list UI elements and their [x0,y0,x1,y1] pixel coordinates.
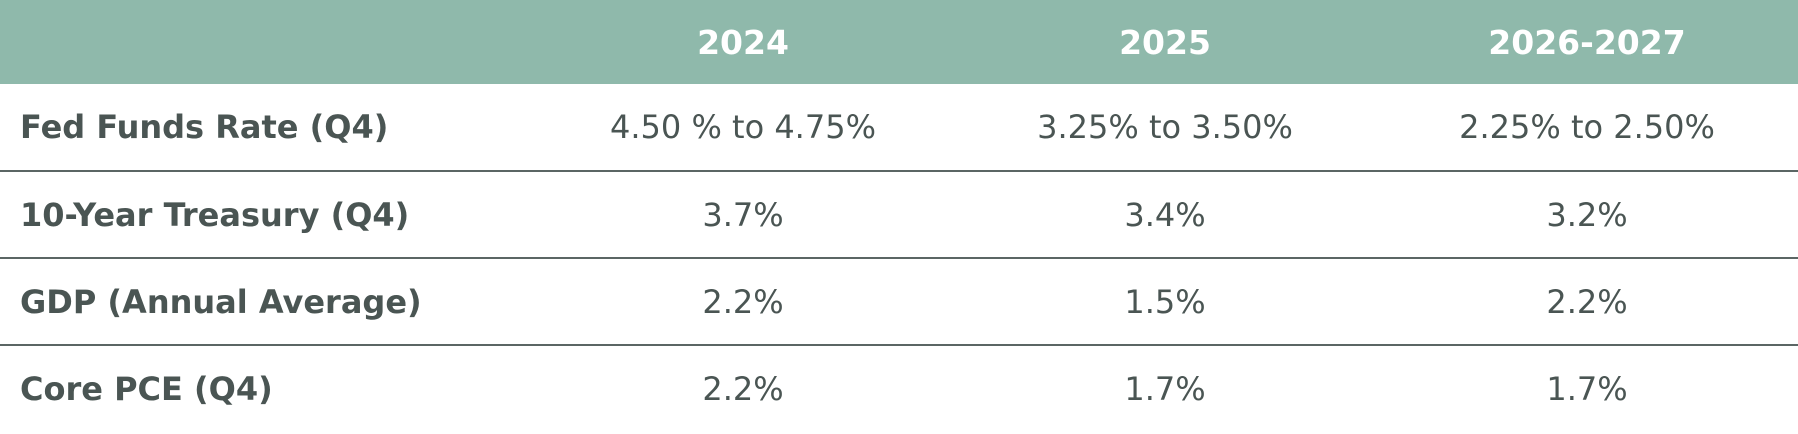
table-body: Fed Funds Rate (Q4) 4.50 % to 4.75% 3.25% … [0,84,1798,432]
cell-value: 2.2% [532,257,954,345]
cell-value: 3.4% [954,170,1376,258]
cell-value: 3.25% to 3.50% [1037,108,1293,146]
table-row: Core PCE (Q4) 2.2% 1.7% 1.7% [0,344,1798,432]
row-label: Fed Funds Rate (Q4) [20,108,389,146]
cell-value: 2.25% to 2.50% [1459,108,1715,146]
column-header: 2025 [1119,22,1211,62]
cell-value: 4.50 % to 4.75% [610,108,876,146]
cell-value: 3.2% [1376,170,1798,258]
row-label: 10-Year Treasury (Q4) [0,170,532,258]
cell-value: 1.7% [954,344,1376,432]
cell-value: 1.5% [954,257,1376,345]
row-label: GDP (Annual Average) [0,257,532,345]
column-header: 2024 [697,22,789,62]
column-header: 2026-2027 [1488,22,1686,62]
table-row: 10-Year Treasury (Q4) 3.7% 3.4% 3.2% [0,170,1798,258]
cell-value: 2.2% [1376,257,1798,345]
row-label: Core PCE (Q4) [0,344,532,432]
cell-value: 1.7% [1376,344,1798,432]
header-row: 2024 2025 2026-2027 [0,0,1798,84]
table-header: 2024 2025 2026-2027 [0,0,1798,84]
table-row: Fed Funds Rate (Q4) 4.50 % to 4.75% 3.25% … [0,84,1798,171]
cell-value: 2.2% [532,344,954,432]
header-corner [0,0,532,84]
table-row: GDP (Annual Average) 2.2% 1.5% 2.2% [0,257,1798,345]
cell-value: 3.7% [532,170,954,258]
